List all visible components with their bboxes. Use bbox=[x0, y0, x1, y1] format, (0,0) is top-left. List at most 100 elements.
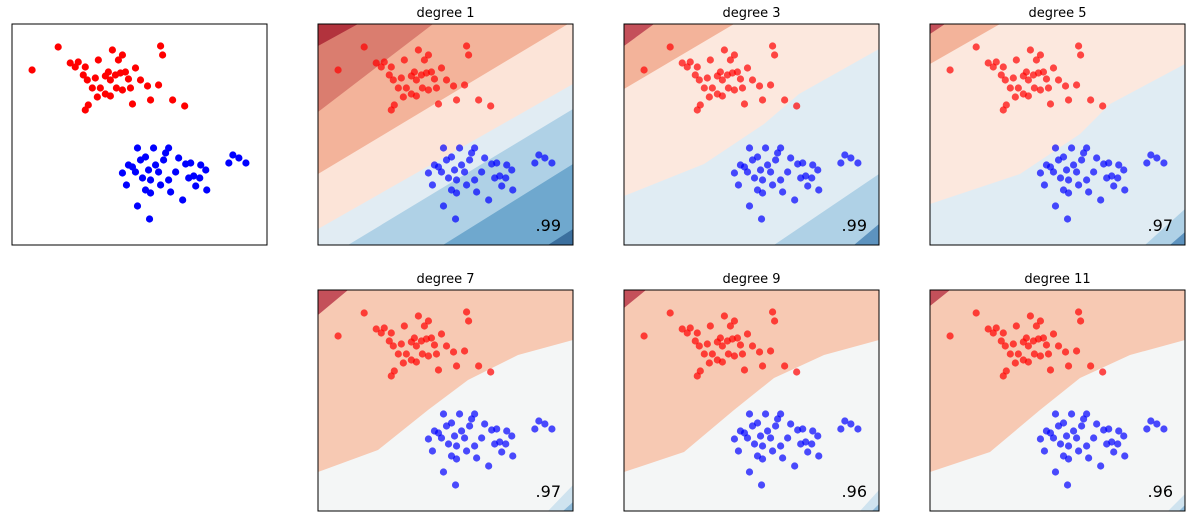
point bbox=[400, 56, 408, 64]
point bbox=[799, 425, 807, 433]
point bbox=[481, 420, 489, 428]
point bbox=[196, 174, 204, 182]
point bbox=[815, 452, 823, 460]
point bbox=[1147, 151, 1155, 159]
point bbox=[730, 169, 739, 177]
point bbox=[781, 362, 789, 370]
point bbox=[758, 442, 767, 450]
point bbox=[771, 156, 780, 164]
point bbox=[713, 90, 721, 98]
point bbox=[854, 159, 862, 167]
point bbox=[720, 46, 728, 54]
point bbox=[402, 350, 410, 358]
point bbox=[1059, 153, 1068, 161]
point bbox=[471, 176, 479, 184]
point bbox=[726, 322, 735, 330]
point bbox=[412, 342, 420, 350]
point bbox=[1074, 447, 1083, 455]
point bbox=[88, 84, 96, 92]
point bbox=[81, 63, 89, 71]
point bbox=[432, 84, 441, 92]
point bbox=[444, 174, 453, 182]
point bbox=[181, 102, 189, 110]
point bbox=[131, 168, 140, 176]
point bbox=[128, 100, 137, 108]
point bbox=[946, 332, 954, 340]
point bbox=[743, 330, 752, 338]
point bbox=[473, 188, 481, 196]
point bbox=[758, 176, 767, 184]
point bbox=[841, 151, 849, 159]
point bbox=[726, 56, 735, 64]
point bbox=[447, 452, 456, 460]
point bbox=[1056, 440, 1065, 448]
point bbox=[1085, 454, 1093, 462]
frame bbox=[929, 23, 1186, 246]
point bbox=[734, 447, 743, 455]
point bbox=[1103, 440, 1111, 448]
point bbox=[791, 196, 799, 204]
point bbox=[1009, 74, 1017, 82]
panel-title: degree 7 bbox=[417, 272, 475, 287]
point bbox=[734, 181, 743, 189]
point bbox=[1001, 342, 1009, 350]
point bbox=[1153, 420, 1161, 428]
point bbox=[1105, 425, 1113, 433]
point bbox=[706, 56, 714, 64]
point bbox=[748, 76, 757, 84]
point bbox=[1009, 340, 1017, 348]
point bbox=[740, 366, 749, 374]
point bbox=[733, 334, 742, 342]
panel-title: degree 3 bbox=[723, 6, 781, 21]
point bbox=[708, 84, 716, 92]
point bbox=[793, 102, 801, 110]
point bbox=[777, 144, 785, 152]
point bbox=[450, 166, 459, 174]
point bbox=[1143, 159, 1151, 167]
point bbox=[96, 84, 104, 92]
point bbox=[1012, 56, 1020, 64]
point bbox=[768, 308, 777, 316]
point bbox=[493, 159, 501, 167]
point bbox=[666, 309, 674, 317]
point bbox=[787, 154, 795, 162]
panel bbox=[11, 23, 268, 246]
point bbox=[1067, 144, 1076, 152]
point bbox=[781, 96, 789, 104]
point bbox=[389, 76, 397, 84]
point bbox=[808, 174, 816, 182]
point bbox=[1062, 166, 1071, 174]
point bbox=[640, 332, 648, 340]
point bbox=[1030, 350, 1039, 358]
point bbox=[1042, 341, 1051, 349]
point bbox=[1026, 46, 1034, 54]
point bbox=[1039, 334, 1048, 342]
point bbox=[1110, 448, 1118, 456]
point bbox=[478, 168, 486, 176]
point bbox=[738, 84, 747, 92]
point bbox=[724, 84, 733, 92]
point bbox=[695, 342, 703, 350]
point bbox=[1061, 82, 1070, 90]
point bbox=[793, 368, 801, 376]
point bbox=[841, 417, 849, 425]
point bbox=[437, 330, 446, 338]
point bbox=[761, 144, 770, 152]
point bbox=[1036, 51, 1045, 59]
point bbox=[535, 151, 543, 159]
point bbox=[146, 176, 155, 184]
point bbox=[1064, 442, 1073, 450]
decision-region bbox=[1170, 232, 1185, 245]
point bbox=[143, 82, 152, 90]
point bbox=[141, 186, 150, 194]
point bbox=[1051, 410, 1060, 418]
point bbox=[410, 334, 418, 342]
point bbox=[439, 468, 448, 476]
point bbox=[1022, 334, 1030, 342]
decision-region bbox=[854, 224, 879, 245]
point bbox=[1153, 154, 1161, 162]
point bbox=[804, 448, 812, 456]
point bbox=[1120, 432, 1128, 440]
point bbox=[1110, 182, 1118, 190]
point bbox=[1026, 312, 1034, 320]
